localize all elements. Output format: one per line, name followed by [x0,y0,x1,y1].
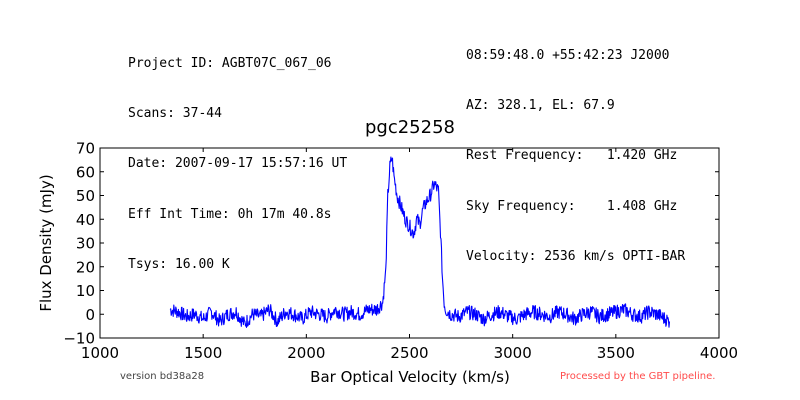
az-el-text: AZ: 328.1, EL: 67.9 [466,97,615,113]
y-axis-label: Flux Density (mJy) [37,174,55,311]
sky-frequency-text: Sky Frequency: 1.408 GHz [466,198,678,214]
project-id-text: Project ID: AGBT07C_067_06 [128,55,332,71]
x-tick-label: 1500 [184,344,222,362]
x-tick-label: 1000 [81,344,119,362]
y-tick-label: 50 [76,187,95,205]
y-tick-label: 70 [76,140,95,158]
x-tick-label: 4000 [700,344,738,362]
x-tick-label: 2500 [390,344,428,362]
scans-text: Scans: 37-44 [128,105,222,121]
spectrum-line [169,156,671,328]
date-text: Date: 2007-09-17 15:57:16 UT [128,156,348,172]
y-tick-label: 0 [85,306,95,324]
y-tick-label: −10 [63,330,95,348]
x-axis-label: Bar Optical Velocity (km/s) [310,368,510,386]
velocity-text: Velocity: 2536 km/s OPTI-BAR [466,249,686,265]
plot-content: 1000 1500 2000 2500 3000 3500 4000 −10 0 10 20 30 40… [63,140,738,363]
y-tick-label: 30 [76,235,95,253]
y-tick-label: 60 [76,163,95,181]
y-tick-label: 20 [76,258,95,276]
x-tick-label: 2000 [287,344,325,362]
observation-info-left: Project ID: AGBT07C_067_06 Scans: 37-44 … [128,22,347,291]
y-tick-label: 40 [76,211,95,229]
integration-time-text: Eff Int Time: 0h 17m 40.8s [128,206,332,222]
coordinates-text: 08:59:48.0 +55:42:23 J2000 [466,47,670,63]
observation-info-right: 08:59:48.0 +55:42:23 J2000 AZ: 328.1, EL… [466,14,685,283]
x-tick-label: 3000 [494,344,532,362]
tsys-text: Tsys: 16.00 K [128,257,230,273]
x-tick-label: 3500 [597,344,635,362]
chart-title: pgc25258 [365,117,455,138]
pipeline-note: Processed by the GBT pipeline. [560,371,716,382]
version-note: version bd38a28 [120,371,205,382]
rest-frequency-text: Rest Frequency: 1.420 GHz [466,148,678,164]
y-tick-label: 10 [76,282,95,300]
